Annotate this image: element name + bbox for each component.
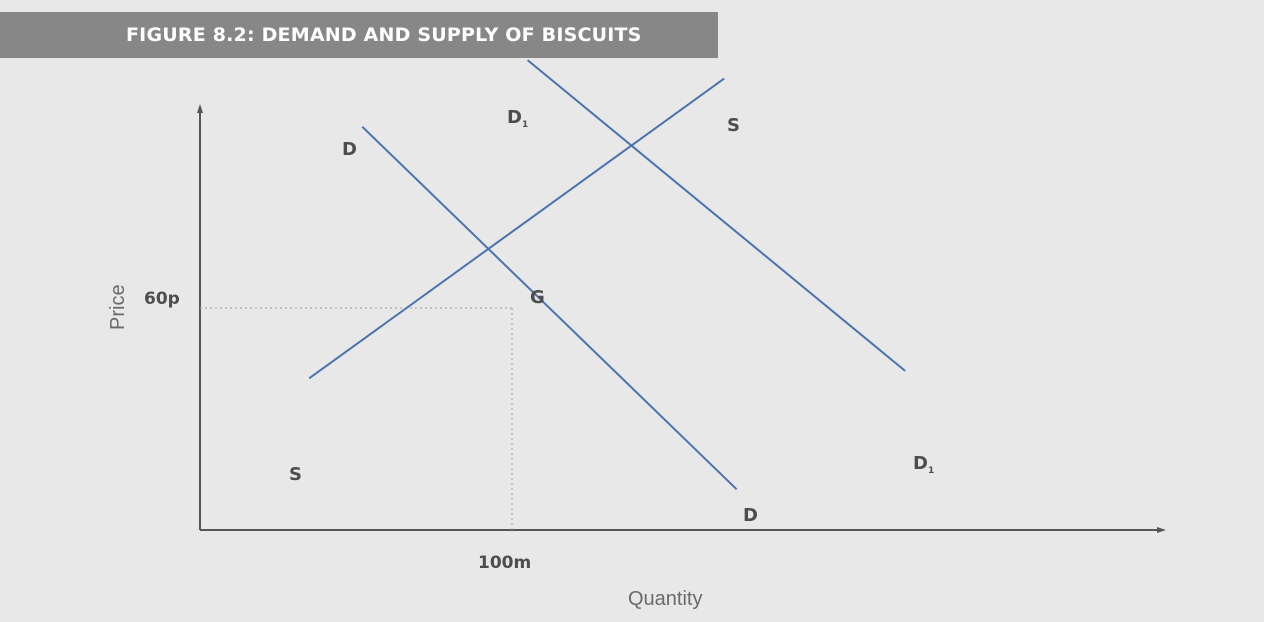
- demand-curve-d1: [526, 59, 906, 372]
- x-axis-title: Quantity: [628, 588, 702, 610]
- demand-d1-label-bottom: D1: [913, 453, 934, 476]
- equilibrium-label: G: [530, 287, 545, 308]
- y-axis-title: Price: [107, 284, 129, 330]
- figure-title: FIGURE 8.2: DEMAND AND SUPPLY OF BISCUIT…: [126, 24, 642, 46]
- d1-top-subscript: 1: [522, 120, 528, 130]
- supply-s-label-bottom: S: [289, 464, 302, 485]
- d1-bottom-letter: D: [913, 453, 928, 474]
- demand-d-label-bottom: D: [743, 505, 758, 526]
- supply-s-label-top: S: [727, 115, 740, 136]
- x-tick-label: 100m: [478, 553, 531, 573]
- supply-curve-s: [308, 77, 725, 380]
- figure-title-bar: FIGURE 8.2: DEMAND AND SUPPLY OF BISCUIT…: [0, 12, 718, 58]
- y-axis-arrow: [197, 104, 203, 113]
- demand-d-label-top: D: [342, 139, 357, 160]
- d1-bottom-subscript: 1: [928, 466, 934, 476]
- d1-top-letter: D: [507, 107, 522, 128]
- y-tick-label: 60p: [144, 289, 180, 309]
- demand-curve-d: [361, 125, 738, 491]
- x-axis-arrow: [1157, 527, 1166, 533]
- demand-d1-label-top: D1: [507, 107, 528, 130]
